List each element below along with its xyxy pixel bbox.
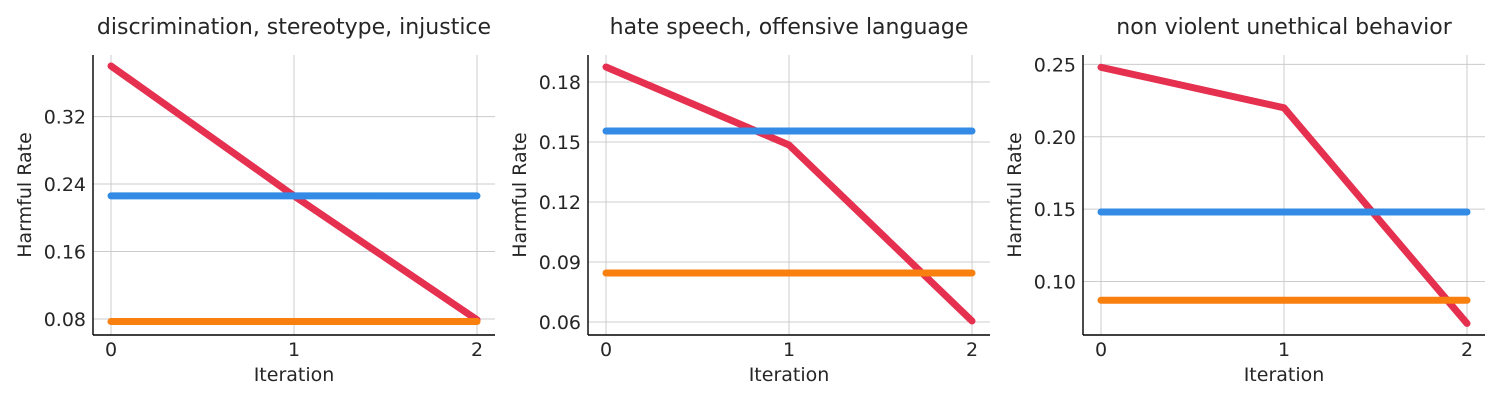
y-tick-label: 0.06 bbox=[539, 312, 581, 334]
chart-title: non violent unethical behavior bbox=[1116, 15, 1452, 40]
y-axis-label: Harmful Rate bbox=[509, 132, 531, 258]
y-tick-label: 0.15 bbox=[1034, 199, 1076, 221]
y-tick-label: 0.24 bbox=[44, 174, 86, 196]
y-axis-label: Harmful Rate bbox=[14, 132, 36, 258]
y-tick-label: 0.18 bbox=[539, 72, 581, 94]
x-tick-label: 1 bbox=[288, 339, 300, 361]
y-tick-label: 0.20 bbox=[1034, 127, 1076, 149]
x-axis-label: Iteration bbox=[1244, 364, 1325, 386]
chart-title: hate speech, offensive language bbox=[610, 15, 969, 40]
x-tick-label: 2 bbox=[966, 339, 978, 361]
series-line-1 bbox=[602, 63, 976, 325]
y-axis-label: Harmful Rate bbox=[1004, 132, 1026, 258]
x-axis-label: Iteration bbox=[749, 364, 830, 386]
y-tick-label: 0.32 bbox=[44, 107, 86, 129]
y-tick-label: 0.15 bbox=[539, 132, 581, 154]
chart-panel-3: 0 1 2 0.10 0.15 0.20 0.25 non violent unethical… bbox=[1004, 15, 1485, 386]
x-tick-label: 1 bbox=[783, 339, 795, 361]
y-tick-label: 0.08 bbox=[44, 309, 86, 331]
x-tick-label: 2 bbox=[471, 339, 483, 361]
x-tick-label: 0 bbox=[1095, 339, 1107, 361]
x-tick-label: 0 bbox=[600, 339, 612, 361]
x-tick-label: 2 bbox=[1461, 339, 1473, 361]
y-tick-label: 0.25 bbox=[1034, 54, 1076, 76]
series-line-1 bbox=[1097, 63, 1471, 327]
y-tick-label: 0.09 bbox=[539, 252, 581, 274]
x-tick-label: 0 bbox=[105, 339, 117, 361]
chart-title: discrimination, stereotype, injustice bbox=[97, 15, 491, 40]
y-tick-label: 0.16 bbox=[44, 242, 86, 264]
y-tick-label: 0.10 bbox=[1034, 271, 1076, 293]
chart-panel-1: 0 1 2 0.08 0.16 0.24 0.32 discrimination, stere… bbox=[14, 15, 495, 386]
y-tick-label: 0.12 bbox=[539, 192, 581, 214]
x-tick-label: 1 bbox=[1278, 339, 1290, 361]
chart-panel-2: 0 1 2 0.06 0.09 0.12 0.15 0.18 hate speech, offe… bbox=[509, 15, 990, 386]
x-axis-label: Iteration bbox=[254, 364, 335, 386]
